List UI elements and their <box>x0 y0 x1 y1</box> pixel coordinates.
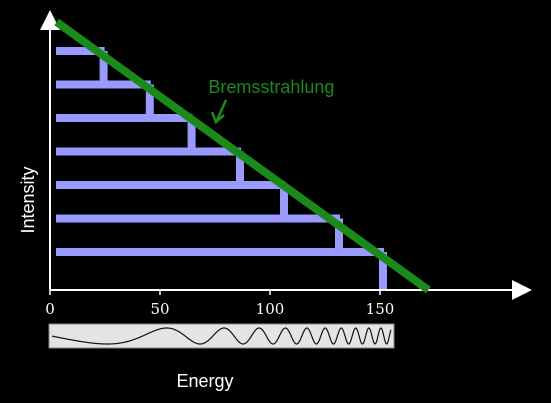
annotation-arrow-head <box>210 111 225 125</box>
energy-transition-drop <box>335 218 343 256</box>
x-tick-label: 50 <box>150 300 169 318</box>
energy-transition-drop <box>379 252 387 290</box>
series <box>54 18 431 294</box>
annotation-arrow-shaft <box>215 99 228 121</box>
x-ticks: 0 50 100 150 <box>45 290 394 318</box>
x-tick-label: 0 <box>45 300 55 318</box>
annotation-bremsstrahlung: Bremsstrahlung <box>208 77 334 97</box>
y-axis-title: Intensity <box>18 166 38 233</box>
energy-level-bar <box>56 47 105 55</box>
energy-level-bar <box>56 147 241 156</box>
energy-level-bar <box>56 214 340 223</box>
annotations: Bremsstrahlung <box>208 77 334 125</box>
wave-line <box>51 327 392 345</box>
wave-strip <box>48 323 395 349</box>
energy-level-bar <box>56 80 151 89</box>
x-tick-label: 150 <box>366 300 395 318</box>
series-line-bremsstrahlung <box>54 18 431 294</box>
x-axis-title: Energy <box>176 371 233 391</box>
axes <box>40 10 532 300</box>
energy-level-bar <box>56 248 384 256</box>
energy-transition-drop <box>280 185 288 223</box>
energy-transition-drop <box>236 151 244 189</box>
energy-level-bar <box>56 114 193 122</box>
x-tick-label: 100 <box>256 300 285 318</box>
energy-levels <box>56 47 387 290</box>
energy-transition-drop <box>187 118 196 156</box>
energy-transition-drop <box>99 51 108 89</box>
energy-level-bar <box>56 181 285 189</box>
energy-transition-drop <box>145 84 154 122</box>
